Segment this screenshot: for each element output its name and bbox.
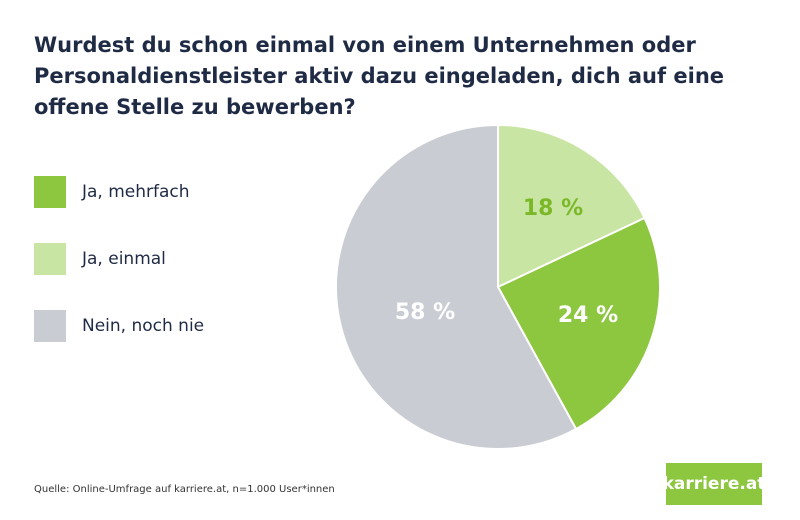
legend-label: Ja, mehrfach — [82, 182, 190, 202]
pie-slice-ja-mehrfach — [496, 216, 661, 431]
data-label: 58 % — [395, 300, 455, 325]
pie-slice-nein-noch-nie — [335, 123, 578, 450]
legend-swatch — [34, 176, 66, 208]
chart-title: Wurdest du schon einmal von einem Untern… — [34, 33, 725, 119]
legend-swatch — [34, 310, 66, 342]
pie-slice-ja-einmal — [497, 123, 646, 289]
legend-label: Ja, einmal — [82, 249, 166, 269]
legend-label: Nein, noch nie — [82, 316, 205, 336]
karriere-logo: karriere.at — [663, 463, 765, 505]
legend-item-nein-noch-nie: Nein, noch nie — [34, 310, 204, 342]
data-label: 18 % — [523, 196, 583, 221]
data-label: 24 % — [558, 303, 618, 328]
source-note: Quelle: Online-Umfrage auf karriere.at, … — [34, 484, 335, 495]
legend-item-ja-mehrfach: Ja, mehrfach — [34, 176, 190, 208]
legend-item-ja-einmal: Ja, einmal — [34, 243, 166, 275]
legend-swatch — [34, 243, 66, 275]
